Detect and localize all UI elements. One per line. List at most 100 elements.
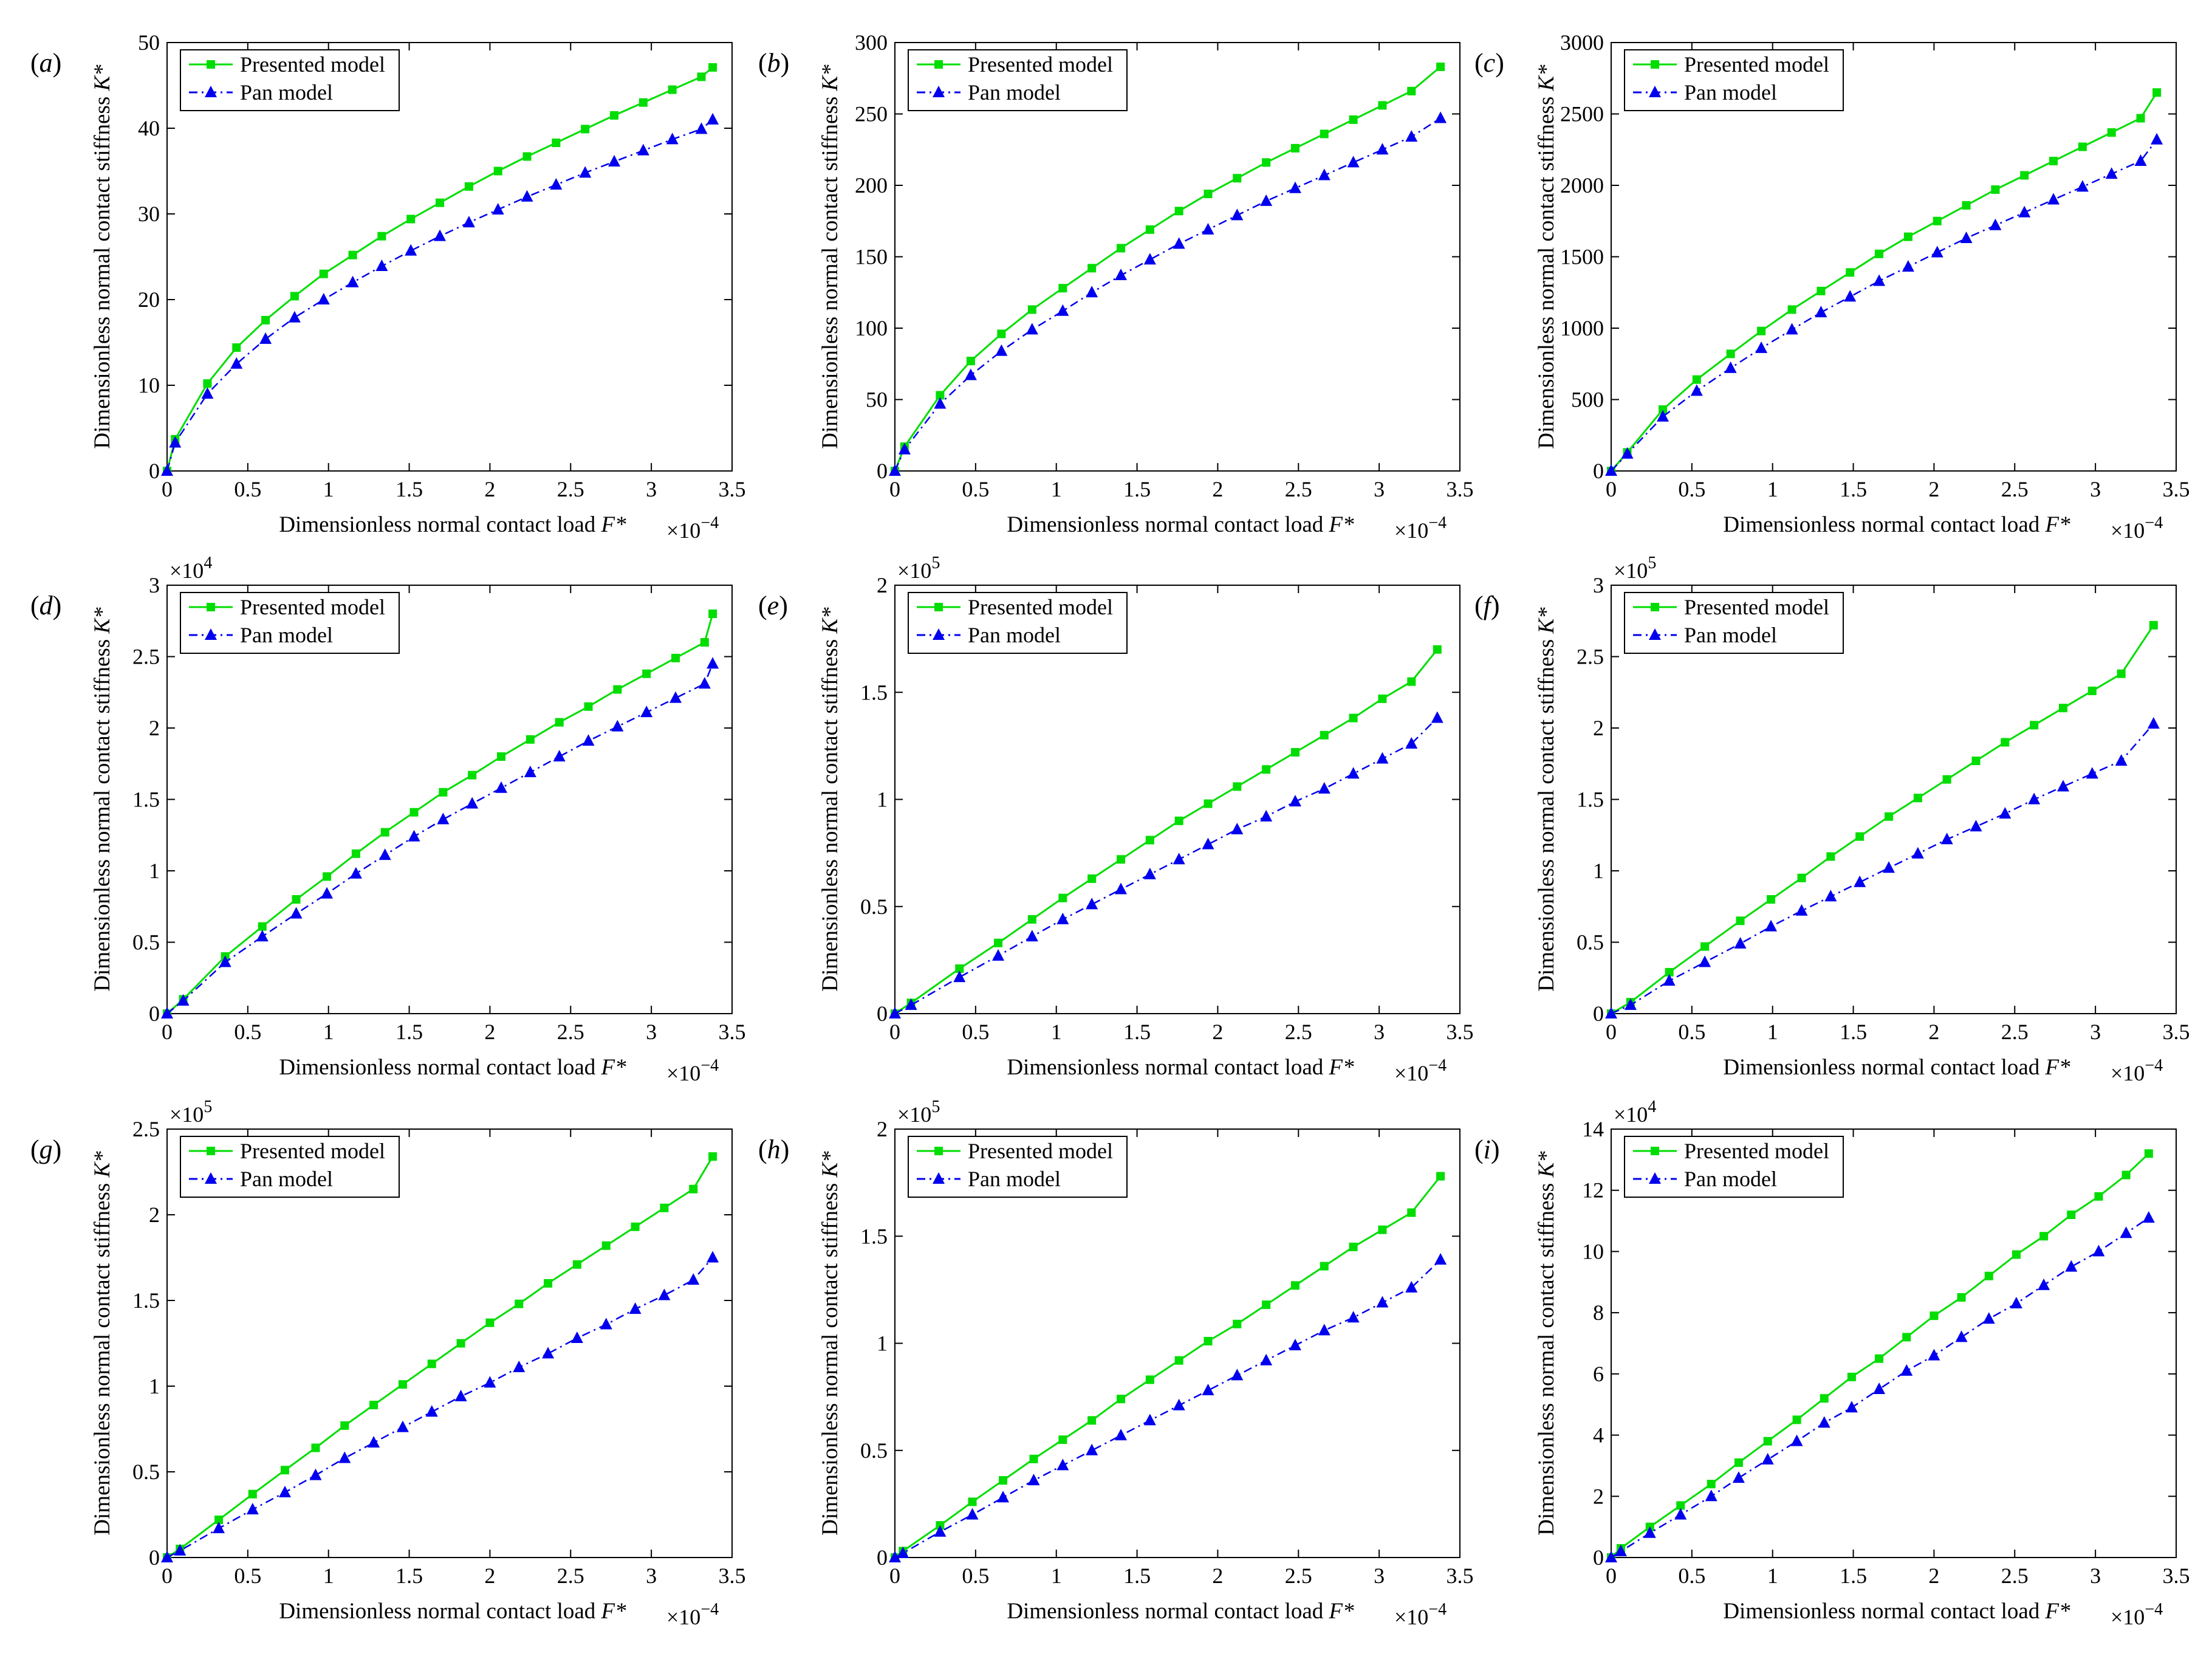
y-axis-label: Dimensionless normal contact stiffness K…	[90, 64, 115, 449]
data-point-square	[2059, 704, 2067, 713]
y-axis-label-text: Dimensionless normal contact stiffness	[818, 634, 843, 992]
x-tick-label: 1.5	[395, 477, 423, 501]
x-tick-label: 2	[484, 477, 495, 501]
x-tick-label: 3	[646, 1564, 657, 1588]
data-point-square	[1262, 765, 1271, 774]
data-point-triangle	[1940, 833, 1953, 845]
x-tick-label: 3	[2090, 1020, 2101, 1044]
data-point-square	[1290, 747, 1299, 757]
panel-label: (i)	[1474, 1135, 1500, 1164]
data-point-triangle	[1202, 1384, 1214, 1396]
data-point-triangle	[1289, 181, 1301, 193]
data-point-square	[1117, 244, 1125, 253]
y-tick-label: 100	[855, 316, 888, 340]
legend: Presented model Pan model	[180, 49, 400, 111]
x-multiplier-base: ×10	[2111, 518, 2145, 543]
series-pan-model	[1605, 132, 2163, 476]
data-point-triangle	[1624, 998, 1637, 1010]
subplot-e: 0 0.5 1 1.5 2 2.5 3 3.500.511.52(e)×105×10−4Dim…	[758, 554, 1474, 1085]
data-point-square	[1885, 812, 1894, 821]
data-point-triangle	[466, 797, 479, 809]
data-point-triangle	[396, 1420, 409, 1432]
y-multiplier-base: ×10	[169, 558, 204, 583]
y-tick-label: 2	[149, 1203, 160, 1227]
data-point-triangle	[995, 344, 1008, 356]
data-point-triangle	[2151, 132, 2163, 145]
data-point-square	[994, 938, 1003, 947]
y-multiplier-base: ×10	[1614, 1102, 1648, 1127]
data-point-square	[290, 292, 299, 301]
legend-marker-square	[207, 60, 215, 69]
y-tick-label: 10	[138, 373, 160, 397]
x-axis-label-text: Dimensionless normal contact load	[1723, 512, 2045, 537]
data-point-square	[1930, 1311, 1939, 1321]
data-point-square	[1913, 794, 1922, 803]
data-point-triangle	[553, 750, 566, 761]
data-point-triangle	[997, 1491, 1010, 1503]
x-multiplier-exp: −4	[700, 1056, 719, 1075]
data-point-triangle	[1699, 955, 1711, 967]
data-point-triangle	[368, 1436, 380, 1448]
data-point-square	[406, 215, 416, 224]
data-point-square	[689, 1184, 698, 1194]
subplot-g: 0 0.5 1 1.5 2 2.5 3 3.500.511.522.5(g)×105×10−4…	[30, 1097, 746, 1629]
x-axis-label: Dimensionless normal contact load F*	[279, 1055, 626, 1080]
data-point-triangle	[1376, 143, 1389, 155]
legend-marker-triangle	[1649, 86, 1661, 97]
x-tick-label: 0.5	[234, 477, 261, 501]
legend-label: Pan model	[968, 623, 1061, 647]
x-axis-label: Dimensionless normal contact load F*	[1007, 1599, 1354, 1624]
x-multiplier-exp: −4	[1428, 514, 1447, 532]
legend-label: Presented model	[240, 52, 385, 77]
data-point-square	[1233, 782, 1242, 791]
x-tick-label: 2.5	[1285, 477, 1312, 501]
y-axis-label-var: K*	[90, 64, 115, 92]
data-point-square	[232, 343, 241, 352]
data-point-triangle	[1873, 1382, 1886, 1395]
data-point-triangle	[425, 1405, 438, 1417]
series-presented-model	[1607, 88, 2162, 475]
x-axis-label: Dimensionless normal contact load F*	[279, 1599, 626, 1624]
x-tick-label: 2	[1928, 1020, 1939, 1044]
panel-label: (g)	[30, 1135, 61, 1164]
legend-box	[1624, 592, 1844, 654]
data-point-triangle	[897, 1546, 909, 1558]
panel-letter: e	[767, 591, 779, 620]
data-point-square	[1262, 1300, 1271, 1310]
series-line	[166, 66, 714, 472]
data-point-square	[340, 1421, 349, 1430]
data-point-triangle	[1086, 286, 1098, 298]
data-point-square	[671, 653, 680, 662]
x-tick-label: 0	[889, 1564, 900, 1588]
x-tick-label: 3	[646, 1020, 657, 1044]
data-point-triangle	[524, 765, 536, 777]
legend: Presented model Pan model	[908, 1136, 1128, 1198]
panel-paren-open: (	[758, 1135, 767, 1164]
data-point-triangle	[1614, 1544, 1627, 1556]
data-point-triangle	[1705, 1489, 1717, 1502]
data-point-triangle	[1643, 1526, 1656, 1538]
x-tick-label: 1	[1767, 477, 1778, 501]
legend-marker-triangle	[205, 86, 217, 97]
data-point-square	[468, 771, 477, 780]
legend: Presented model Pan model	[1624, 1136, 1844, 1198]
panel-label: (e)	[758, 591, 788, 620]
data-point-triangle	[2134, 154, 2147, 167]
data-point-square	[997, 329, 1006, 338]
y-multiplier-exp: 5	[1648, 554, 1656, 572]
x-tick-label: 3	[2090, 477, 2101, 501]
x-multiplier: ×10−4	[666, 1600, 719, 1629]
data-point-triangle	[542, 1347, 555, 1359]
y-axis-label-text: Dimensionless normal contact stiffness	[90, 91, 115, 449]
y-tick-label: 150	[855, 245, 888, 269]
y-tick-label: 0	[1593, 459, 1604, 483]
x-multiplier: ×10−4	[2111, 1056, 2163, 1085]
data-point-triangle	[1405, 737, 1418, 749]
legend-label: Pan model	[968, 1167, 1061, 1191]
y-tick-label: 2	[1593, 716, 1604, 740]
x-tick-label: 0.5	[962, 1020, 989, 1044]
data-point-triangle	[161, 1551, 173, 1562]
y-axis-label: Dimensionless normal contact stiffness K…	[1534, 64, 1559, 449]
data-point-triangle	[1960, 231, 1973, 243]
data-point-square	[1984, 1271, 1993, 1280]
